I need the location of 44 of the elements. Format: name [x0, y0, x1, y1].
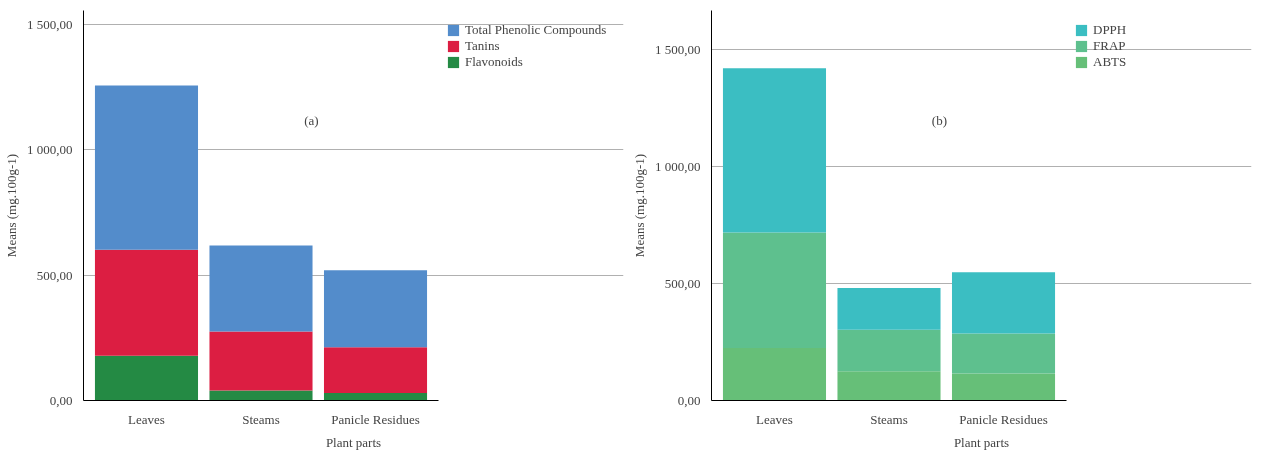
annotation: (a)	[304, 112, 319, 128]
bar	[951, 333, 1056, 374]
x-axis-title: Plant parts	[953, 434, 1010, 450]
bar	[722, 68, 827, 233]
x-tick-label: Panicle Residues	[959, 411, 1048, 427]
bar	[323, 347, 428, 393]
y-tick-label: 0,00	[49, 393, 73, 408]
bar	[722, 347, 827, 401]
legend-label: ABTS	[1093, 54, 1127, 70]
annotation: (b)	[931, 112, 947, 128]
y-tick-label: 500,00	[36, 267, 73, 283]
bar	[837, 329, 941, 372]
bar	[951, 373, 1056, 401]
bar	[323, 392, 428, 401]
y-tick-label: 1 000,00	[655, 159, 701, 175]
y-tick-label: 500,00	[664, 276, 701, 292]
y-tick-label: 0,00	[677, 393, 701, 408]
legend-label: Total Phenolic Compounds	[465, 22, 607, 38]
legend-label: Tanins	[465, 38, 500, 54]
bar	[837, 288, 941, 330]
x-axis-title: Plant parts	[325, 434, 382, 450]
legend-label: FRAP	[1093, 38, 1126, 54]
bar	[209, 331, 313, 391]
bar	[323, 270, 428, 348]
bar	[837, 371, 941, 401]
x-tick-label: Steams	[242, 411, 280, 427]
legend-label: Flavonoids	[465, 54, 523, 70]
x-tick-label: Leaves	[128, 411, 165, 427]
x-tick-label: Leaves	[756, 411, 793, 427]
y-tick-label: 1 500,00	[27, 16, 73, 32]
x-tick-label: Steams	[870, 411, 908, 427]
bar	[722, 232, 827, 348]
bar	[94, 85, 199, 250]
x-tick-label: Panicle Residues	[331, 411, 420, 427]
y-tick-label: 1 000,00	[27, 142, 73, 158]
bar	[209, 245, 313, 332]
y-axis-title: Means (mg.100g-1)	[4, 153, 19, 258]
y-tick-label: 1 500,00	[655, 42, 701, 58]
bar	[94, 249, 199, 356]
y-axis-title: Means (mg.100g-1)	[632, 153, 647, 258]
bar	[209, 390, 313, 401]
bar	[94, 355, 199, 401]
legend-label: DPPH	[1093, 22, 1127, 38]
bar	[951, 272, 1056, 334]
